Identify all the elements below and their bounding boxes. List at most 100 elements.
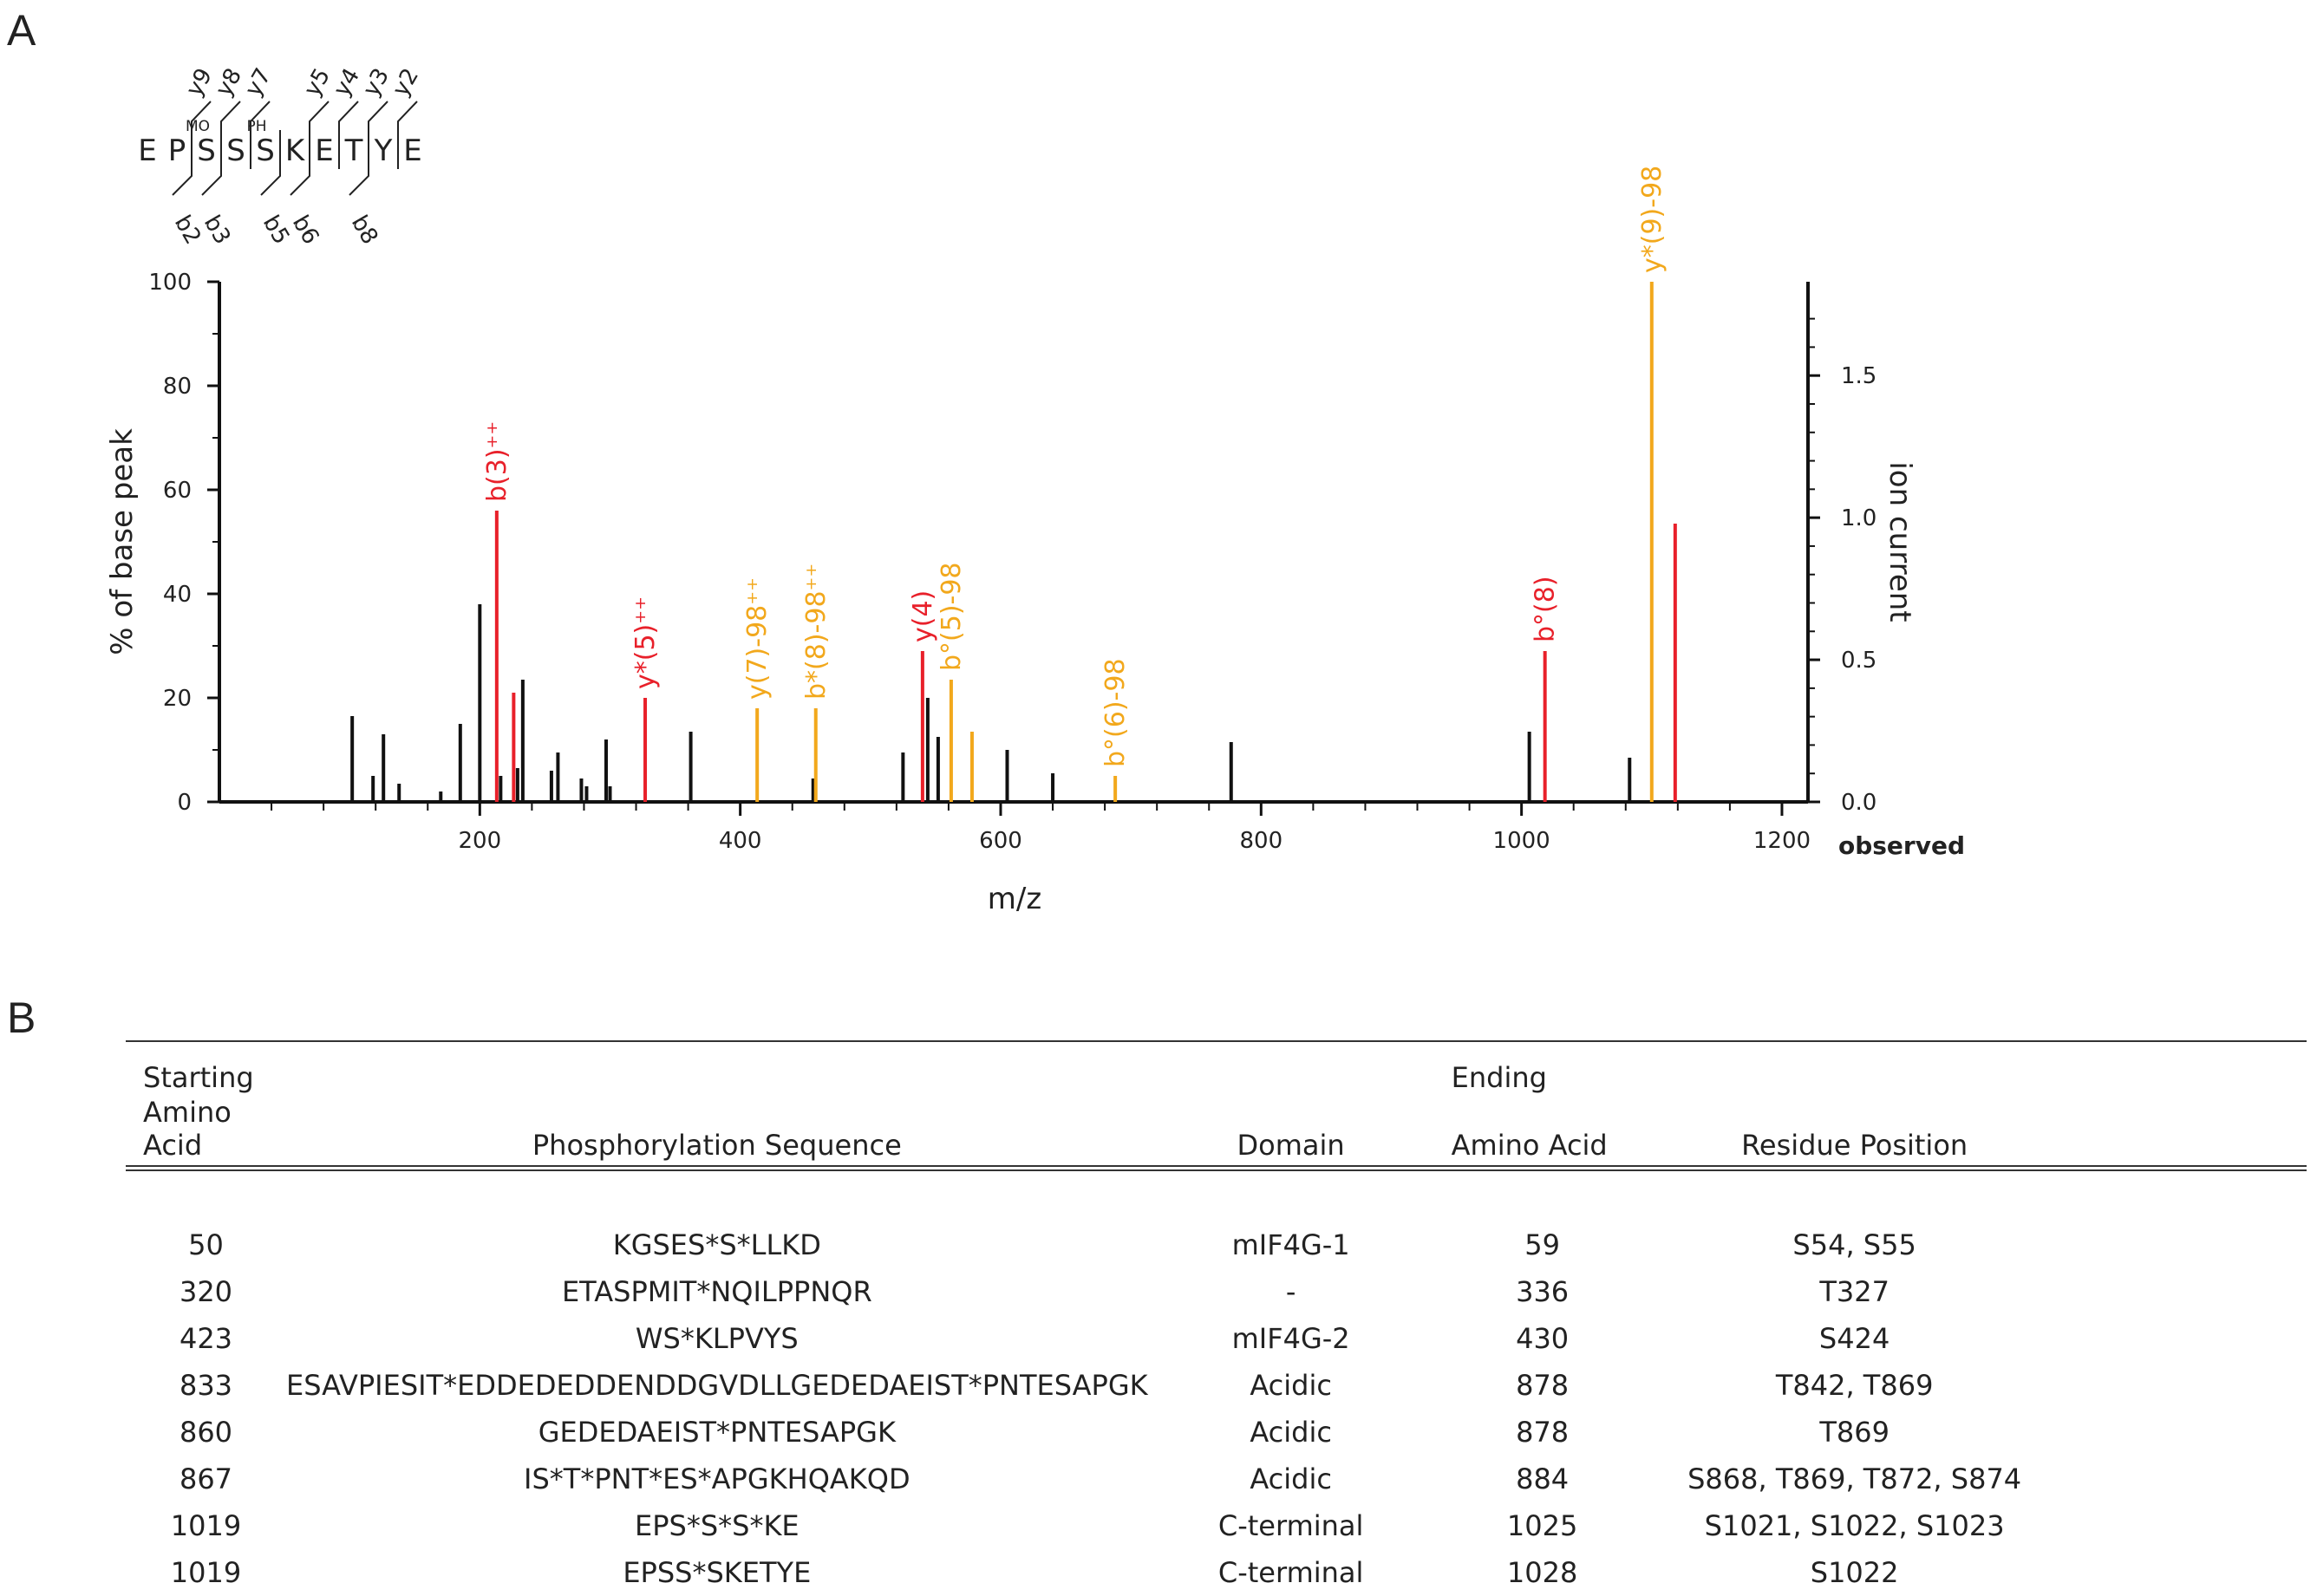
header-starting-amino-acid: Amino Acid (126, 1095, 286, 1171)
y-ion-label: y3 (358, 64, 395, 101)
cell-starting-amino-acid: 423 (179, 1322, 233, 1355)
cell-ending-amino-acid: 884 (1516, 1462, 1570, 1495)
y-tick-label: 20 (163, 686, 192, 712)
y-ion-cleavage-mark (397, 101, 418, 169)
x-tick-label: 400 (719, 828, 762, 854)
peptide-residue: E (315, 134, 333, 168)
y-ion-label: y7 (240, 64, 277, 101)
peak-label: b*(8)-98⁺⁺ (801, 563, 832, 700)
y-ion-cleavage-mark (338, 101, 359, 169)
b-ion-cleavage-mark (290, 130, 310, 196)
spectrum-chart: 200 400 600 800 1000 1200 0 20 40 60 80 100 0.0 0.5 1.… (105, 166, 1965, 916)
x-axis-note: observed (1838, 831, 1965, 860)
cell-ending-amino-acid: 1025 (1506, 1509, 1578, 1542)
b-ion-label: b3 (199, 212, 236, 250)
header-ending-amino-acid: Amino Acid (1433, 1095, 1651, 1171)
peptide-residue: E (403, 134, 421, 168)
peak-label: y*(9)-98 (1637, 166, 1668, 273)
header-starting: Starting (126, 1040, 286, 1095)
cell-ending-amino-acid: 59 (1524, 1228, 1560, 1261)
cell-phosphorylation-sequence: ESAVPIESIT*EDDEDEDDENDDGVDLLGEDEDAEIST*P… (286, 1369, 1148, 1402)
x-tick-label: 1200 (1753, 828, 1811, 854)
x-tick-label: 600 (979, 828, 1022, 854)
y-tick-label: 40 (163, 582, 192, 608)
table-row: 320 ETASPMIT*NQILPPNQR - 336 T327 (126, 1268, 2307, 1315)
x-tick-label: 1000 (1493, 828, 1550, 854)
y-tick-label: 80 (163, 374, 192, 400)
table-row: 860 GEDEDAEIST*PNTESAPGK Acidic 878 T869 (126, 1409, 2307, 1456)
cell-starting-amino-acid: 50 (188, 1228, 224, 1261)
table-row: 423 WS*KLPVYS mIF4G-2 430 S424 (126, 1315, 2307, 1362)
header-ending: Ending (1433, 1040, 1651, 1095)
cell-phosphorylation-sequence: EPS*S*S*KE (634, 1509, 800, 1542)
y2-tick-label: 1.5 (1841, 363, 1876, 389)
table-row: 1019 EPSS*SKETYE C-terminal 1028 S1022 (126, 1549, 2307, 1596)
cell-starting-amino-acid: 1019 (170, 1556, 242, 1589)
peak-label: b°(8) (1531, 576, 1561, 642)
header-residue-position: Residue Position (1650, 1095, 2059, 1171)
y2-tick-label: 0.5 (1841, 648, 1876, 674)
y-ion-label: y4 (329, 64, 365, 101)
peptide-residue: S (256, 134, 275, 168)
cell-residue-position: S424 (1818, 1322, 1890, 1355)
b-ion-label: b5 (258, 212, 295, 250)
peptide-residue: K (285, 134, 306, 168)
cell-domain: mIF4G-2 (1231, 1322, 1350, 1355)
phosphorylation-table-container: Starting Ending Amino Acid Phosphorylati… (126, 1040, 2307, 1589)
cell-domain: Acidic (1250, 1416, 1332, 1449)
y-tick-label: 100 (148, 270, 192, 296)
cell-domain: Acidic (1250, 1369, 1332, 1402)
cell-residue-position: S1021, S1022, S1023 (1704, 1509, 2005, 1542)
b-ion-cleavage-mark (260, 130, 281, 196)
peak-label: y(4) (908, 590, 938, 642)
b-ion-cleavage-mark (172, 130, 193, 196)
cell-phosphorylation-sequence: KGSES*S*LLKD (612, 1228, 821, 1261)
peptide-modification-label: MO (186, 118, 210, 135)
cell-residue-position: T842, T869 (1775, 1369, 1934, 1402)
panel-label-a: A (7, 6, 36, 55)
cell-phosphorylation-sequence: GEDEDAEIST*PNTESAPGK (538, 1416, 896, 1449)
y-tick-label: 60 (163, 478, 192, 504)
cell-starting-amino-acid: 860 (179, 1416, 233, 1449)
peptide-modification-label: PH (246, 118, 266, 135)
x-axis-label: m/z (988, 882, 1041, 916)
table-row: 833 ESAVPIESIT*EDDEDEDDENDDGVDLLGEDEDAEIS… (126, 1362, 2307, 1409)
cell-domain: mIF4G-1 (1231, 1228, 1350, 1261)
peak-label: b°(6)-98 (1100, 658, 1131, 767)
cell-domain: Acidic (1250, 1462, 1332, 1495)
cell-starting-amino-acid: 867 (179, 1462, 233, 1495)
peptide-residue: S (197, 134, 216, 168)
b-ion-cleavage-mark (201, 130, 222, 196)
cell-ending-amino-acid: 878 (1516, 1416, 1570, 1449)
cell-phosphorylation-sequence: ETASPMIT*NQILPPNQR (561, 1275, 872, 1308)
peak-label: y(7)-98⁺⁺ (742, 577, 773, 700)
x-tick-label: 200 (459, 828, 502, 854)
peptide-residue: E (138, 134, 156, 168)
phosphorylation-table: Starting Ending Amino Acid Phosphorylati… (126, 1040, 2307, 1596)
cell-phosphorylation-sequence: EPSS*SKETYE (623, 1556, 812, 1589)
cell-residue-position: S1022 (1810, 1556, 1899, 1589)
panel-label-b: B (7, 993, 36, 1042)
cell-starting-amino-acid: 833 (179, 1369, 233, 1402)
y-ion-label: y5 (299, 64, 336, 101)
cell-residue-position: T327 (1819, 1275, 1889, 1308)
cell-ending-amino-acid: 430 (1516, 1322, 1570, 1355)
peak-label: b°(5)-98 (937, 562, 967, 671)
b-ion-label: b2 (169, 212, 206, 250)
cell-domain: C-terminal (1217, 1556, 1364, 1589)
header-phosphorylation-sequence: Phosphorylation Sequence (286, 1095, 1148, 1171)
cell-ending-amino-acid: 1028 (1506, 1556, 1578, 1589)
cell-residue-position: T869 (1819, 1416, 1889, 1449)
cell-starting-amino-acid: 320 (179, 1275, 233, 1308)
cell-residue-position: S54, S55 (1792, 1228, 1916, 1261)
cell-residue-position: S868, T869, T872, S874 (1687, 1462, 2022, 1495)
y-axis-label: % of base peak (105, 428, 140, 655)
y2-tick-label: 0.0 (1841, 790, 1876, 816)
b-ion-label: b8 (346, 212, 383, 250)
y2-axis-label: ion current (1883, 461, 1917, 622)
peptide-residue: P (168, 134, 186, 168)
cell-starting-amino-acid: 1019 (170, 1509, 242, 1542)
table-row: 50 KGSES*S*LLKD mIF4G-1 59 S54, S55 (126, 1221, 2307, 1268)
